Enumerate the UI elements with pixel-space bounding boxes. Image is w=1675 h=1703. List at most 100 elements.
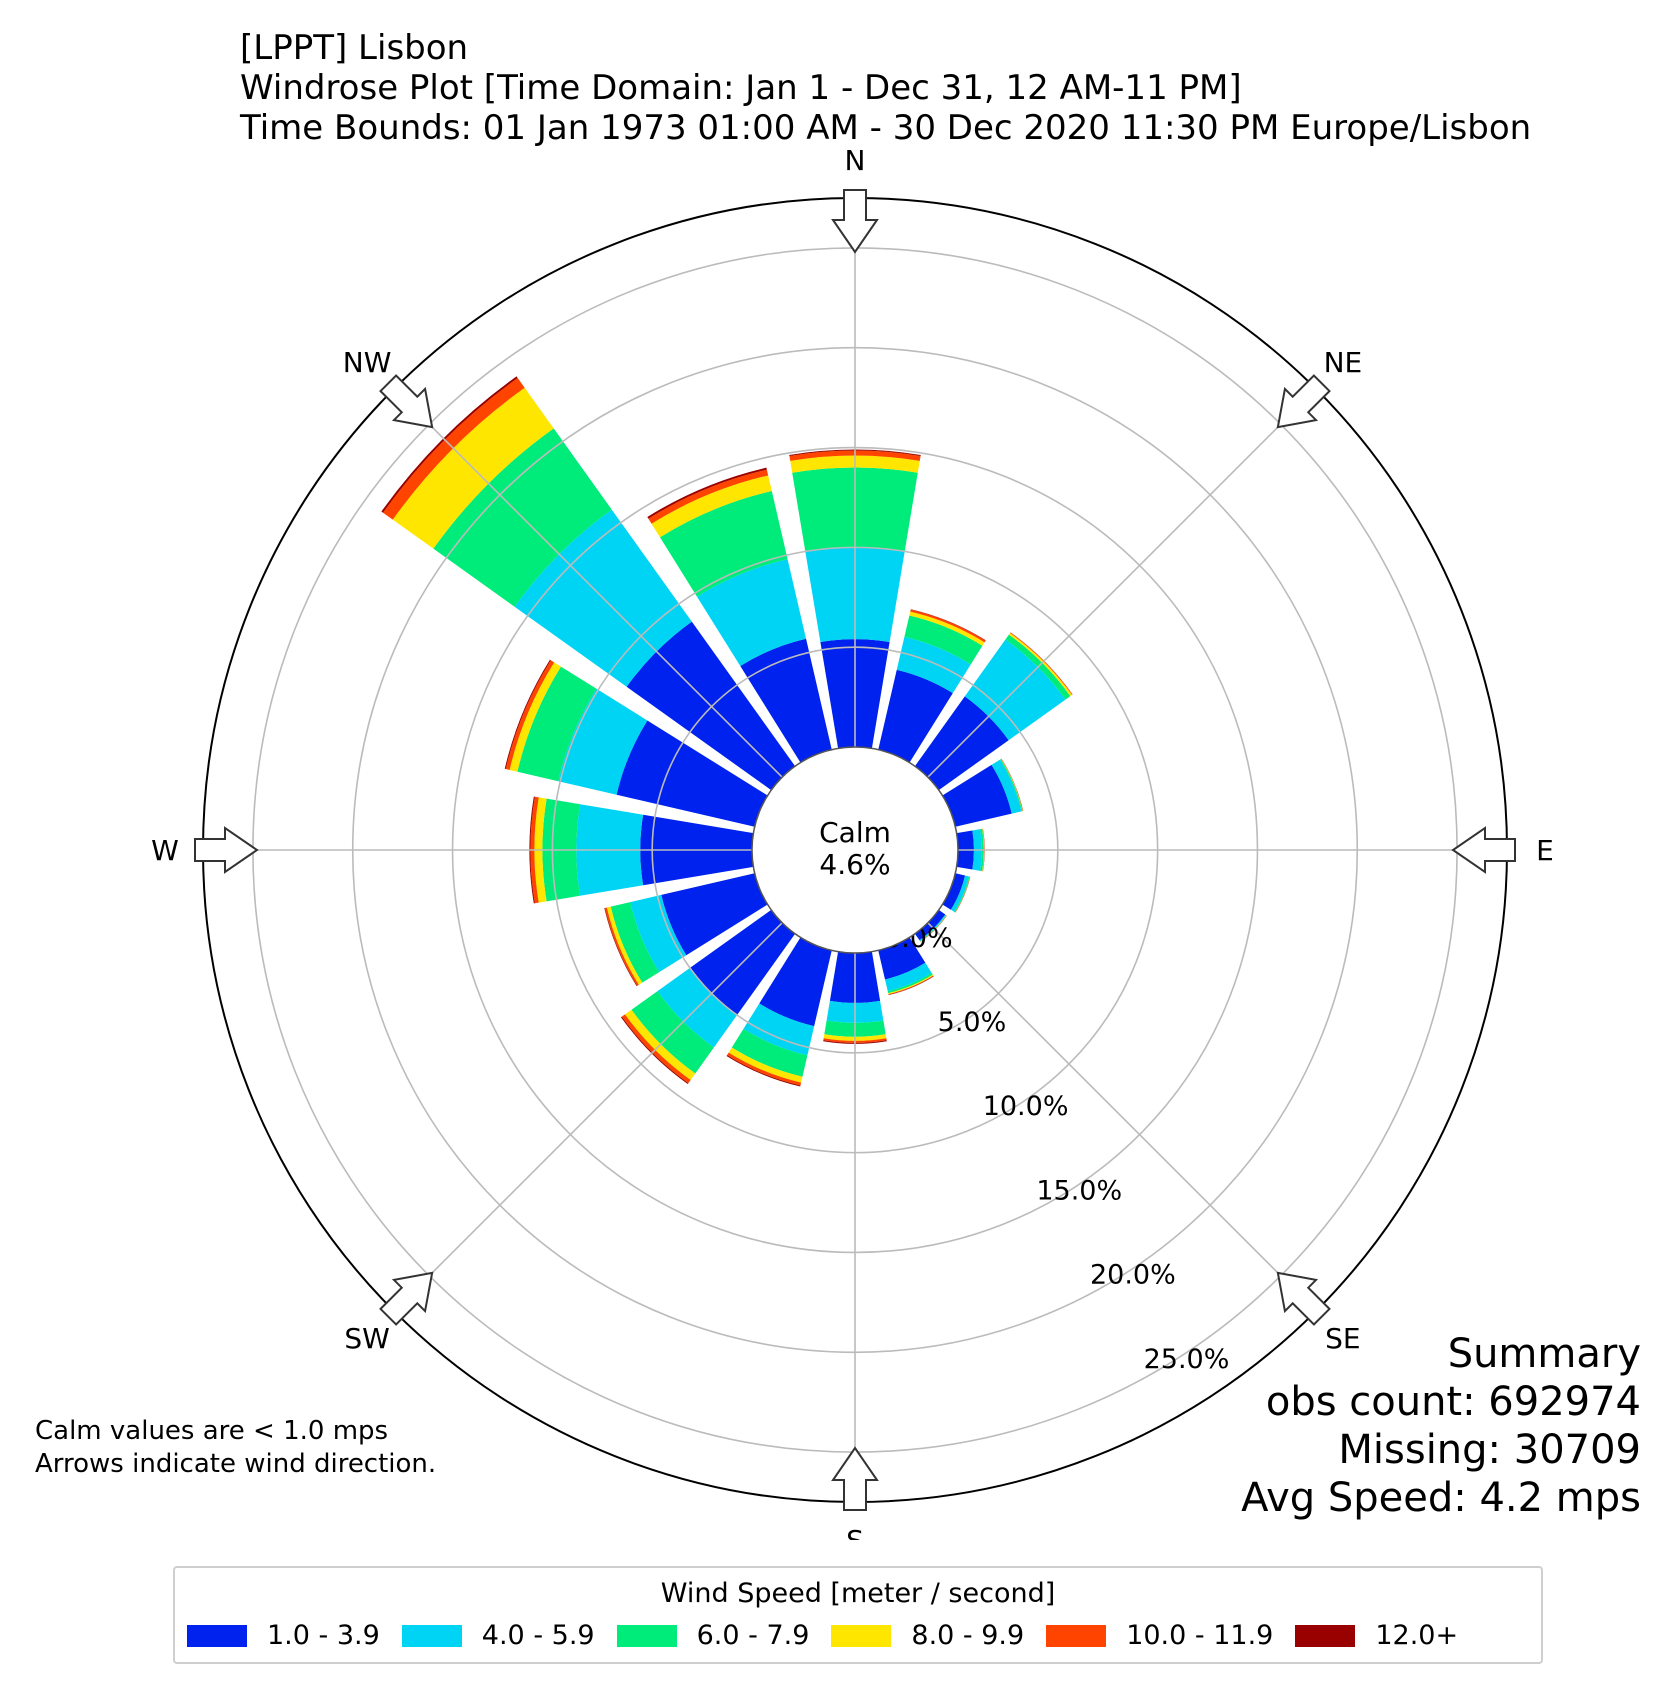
petal-segment <box>558 688 648 795</box>
petal-segment <box>982 828 985 872</box>
petal-segment <box>659 491 788 597</box>
petal-segment <box>910 609 986 643</box>
petal-segment <box>950 875 969 912</box>
direction-arrow-icon <box>379 1271 434 1326</box>
legend-label: 1.0 - 3.9 <box>267 1620 380 1651</box>
summary-title: Summary <box>1447 1331 1641 1377</box>
petal-segment <box>789 449 921 456</box>
direction-arrow-icon <box>831 1446 879 1511</box>
radial-tick-label: 25.0% <box>1144 1344 1230 1375</box>
petal-segment <box>759 937 832 1027</box>
windrose-labels: NNEESESSWWNW0.0%5.0%10.0%15.0%20.0%25.0% <box>151 144 1554 1540</box>
compass-label: W <box>151 834 179 867</box>
calm-note: Calm values are < 1.0 mps <box>35 1416 389 1446</box>
radial-tick-label: 5.0% <box>938 1007 1007 1038</box>
direction-arrow-icon <box>194 826 259 874</box>
compass-label: S <box>846 1524 864 1540</box>
petal-segment <box>909 611 985 646</box>
petal-segment <box>509 662 561 772</box>
legend-label: 6.0 - 7.9 <box>696 1620 810 1651</box>
petal-segment <box>942 764 1012 827</box>
petal-segment <box>991 759 1022 814</box>
legend-label: 4.0 - 5.9 <box>481 1620 595 1651</box>
compass-label: E <box>1536 834 1554 867</box>
petal-segment <box>878 937 926 980</box>
arrow-note: Arrows indicate wind direction. <box>35 1449 437 1479</box>
petal-segment <box>696 559 807 667</box>
compass-label: N <box>845 144 866 177</box>
petal-segment <box>904 615 983 665</box>
direction-arrow-icon <box>1276 1271 1331 1326</box>
windrose-chart: NNEESESSWWNW0.0%5.0%10.0%15.0%20.0%25.0%… <box>151 144 1554 1540</box>
compass-label: NE <box>1324 346 1363 379</box>
petal-segment <box>661 873 768 956</box>
petal-segment <box>999 759 1023 812</box>
legend-item: 8.0 - 9.9 <box>831 1620 1024 1651</box>
radial-tick-label: 15.0% <box>1036 1175 1122 1206</box>
petal-segment <box>621 1014 691 1084</box>
calm-value: 4.6% <box>819 848 890 881</box>
windrose-petals <box>381 376 1073 1087</box>
petal-segment <box>942 873 966 910</box>
petal-segment <box>823 1038 887 1043</box>
legend-swatch <box>401 1624 462 1647</box>
legend-swatch <box>616 1624 677 1647</box>
title-line-1: [LPPT] Lisbon <box>240 28 469 68</box>
legend-item: 6.0 - 7.9 <box>616 1620 810 1651</box>
petal-segment <box>789 450 921 461</box>
petal-segment <box>887 972 933 994</box>
direction-arrows <box>194 189 1516 1511</box>
grid-spoke <box>927 922 1317 1312</box>
legend-label: 10.0 - 11.9 <box>1126 1620 1274 1651</box>
title-line-3: Time Bounds: 01 Jan 1973 01:00 AM - 30 D… <box>240 108 1532 148</box>
compass-label: SE <box>1325 1322 1360 1355</box>
petal-segment <box>888 974 934 995</box>
direction-arrow-icon <box>1451 826 1516 874</box>
petal-segment <box>728 1047 803 1083</box>
legend-swatch <box>1046 1624 1107 1647</box>
summary-missing: Missing: 30709 <box>1338 1427 1641 1473</box>
petal-segment <box>651 475 772 538</box>
petal-segment <box>530 796 539 904</box>
title-line-2: Windrose Plot [Time Domain: Jan 1 - Dec … <box>240 68 1242 108</box>
calm-disc <box>751 746 959 954</box>
legend-swatch <box>187 1624 247 1647</box>
petal-segment <box>529 796 535 904</box>
grid-spoke <box>393 922 783 1312</box>
petal-segment <box>896 636 971 694</box>
summary-panel: Summary obs count: 692974 Missing: 30709… <box>1241 1330 1641 1522</box>
grid-spoke <box>927 388 1317 778</box>
petal-segment <box>630 894 687 973</box>
petal-segment <box>982 828 985 872</box>
legend-item: 12.0+ <box>1295 1620 1458 1651</box>
petal-segment <box>823 1040 887 1044</box>
petal-segment <box>648 469 769 524</box>
petal-segment <box>610 902 660 983</box>
legend-item: 1.0 - 3.9 <box>187 1620 380 1651</box>
petal-segment <box>885 962 932 992</box>
summary-obs-count: obs count: 692974 <box>1265 1379 1641 1425</box>
legend-swatch <box>831 1624 892 1647</box>
petal-segment <box>606 906 643 985</box>
petal-segment <box>727 1052 802 1086</box>
petal-segment <box>383 378 525 520</box>
petal-segment <box>919 914 947 942</box>
legend: Wind Speed [meter / second] 1.0 - 3.9 4.… <box>173 1566 1543 1664</box>
radial-tick-label: 20.0% <box>1090 1260 1176 1291</box>
legend-title: Wind Speed [meter / second] <box>660 1578 1056 1609</box>
legend-label: 8.0 - 9.9 <box>911 1620 1025 1651</box>
petal-segment <box>517 666 597 782</box>
legend-label: 12.0+ <box>1375 1620 1459 1651</box>
compass-label: NW <box>343 346 392 379</box>
petal-segment <box>878 669 953 763</box>
petal-segment <box>505 660 555 770</box>
petal-segment <box>954 876 970 913</box>
direction-arrow-icon <box>1276 374 1331 429</box>
legend-items: 1.0 - 3.9 4.0 - 5.9 6.0 - 7.9 8.0 - 9.9 … <box>187 1620 1480 1651</box>
summary-avg-speed: Avg Speed: 4.2 mps <box>1241 1475 1641 1521</box>
compass-label: SW <box>344 1322 389 1355</box>
legend-item: 4.0 - 5.9 <box>401 1620 595 1651</box>
direction-arrow-icon <box>831 189 879 254</box>
petal-segment <box>1005 634 1071 700</box>
direction-arrow-icon <box>379 374 434 429</box>
